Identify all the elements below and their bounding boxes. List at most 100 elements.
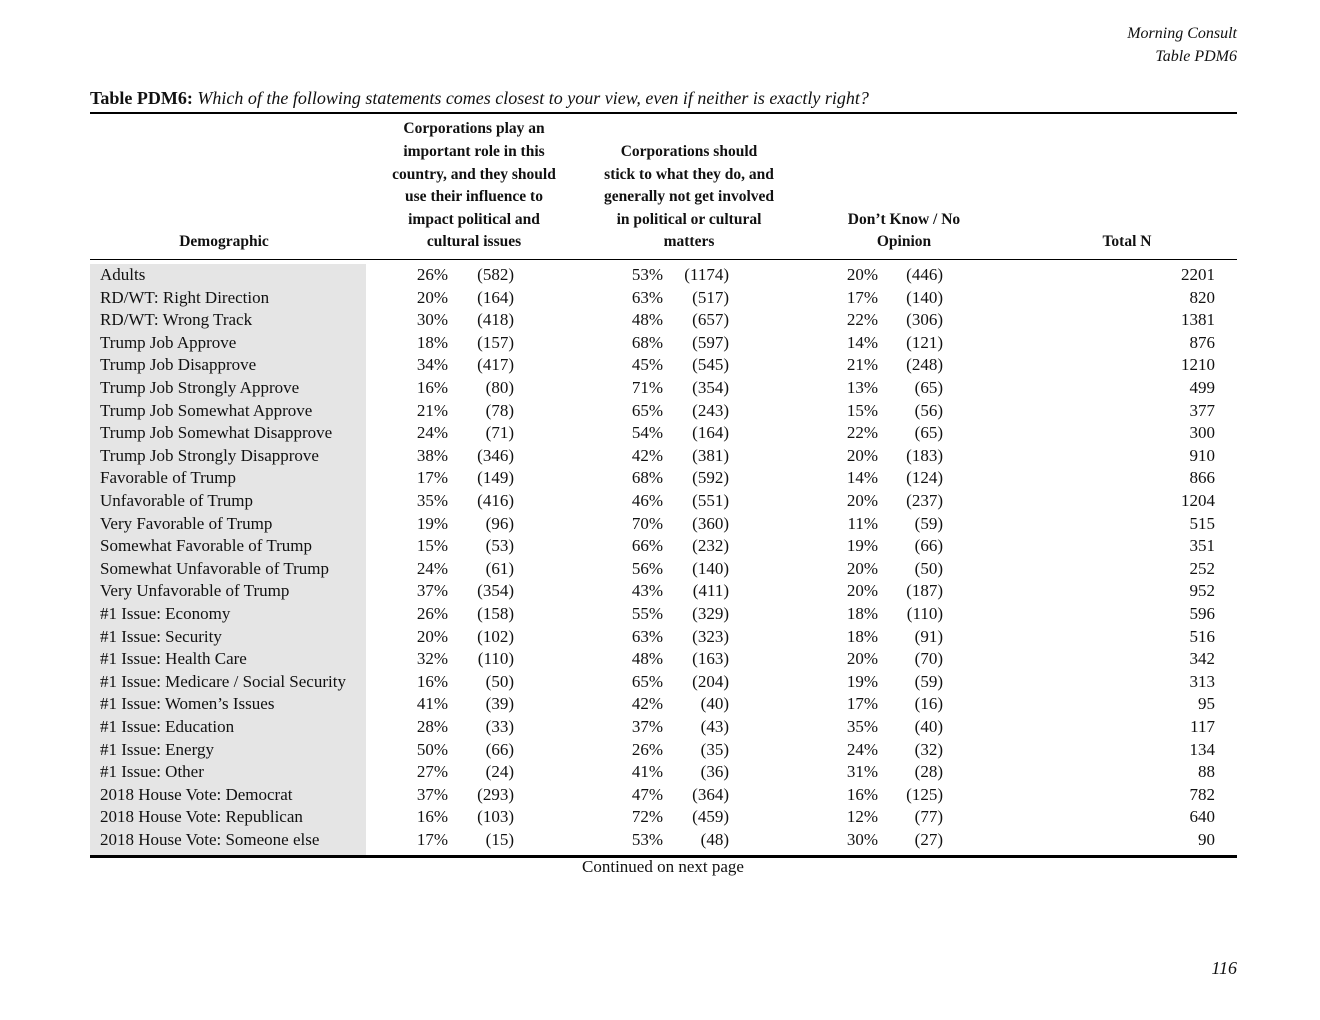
total-n: 952 xyxy=(1189,581,1216,601)
count: (53) xyxy=(485,536,514,556)
count: (418) xyxy=(477,310,514,330)
percent: 37% xyxy=(416,581,448,601)
row-label: 2018 House Vote: Someone else xyxy=(100,830,320,849)
count: (35) xyxy=(700,739,729,759)
count: (517) xyxy=(692,287,729,307)
percent: 18% xyxy=(846,604,878,623)
percent: 17% xyxy=(846,694,878,714)
count: (80) xyxy=(485,378,514,397)
percent: 32% xyxy=(416,649,448,669)
total-n: 515 xyxy=(1189,513,1216,533)
percent: 68% xyxy=(631,468,663,488)
percent: 42% xyxy=(631,445,663,465)
count: (59) xyxy=(914,671,943,691)
percent: 53% xyxy=(631,830,663,849)
percent: 15% xyxy=(846,400,878,420)
count: (66) xyxy=(485,739,514,759)
count: (597) xyxy=(692,332,729,352)
percent: 17% xyxy=(846,287,878,307)
total-n: 820 xyxy=(1189,287,1216,307)
total-n: 876 xyxy=(1189,332,1216,352)
row-label: RD/WT: Right Direction xyxy=(100,287,270,307)
count: (545) xyxy=(692,355,729,375)
percent: 20% xyxy=(846,649,878,669)
count: (360) xyxy=(692,513,729,533)
percent: 38% xyxy=(416,445,448,465)
percent: 34% xyxy=(416,355,448,375)
count: (354) xyxy=(477,581,514,601)
percent: 35% xyxy=(846,717,878,736)
count: (364) xyxy=(692,784,729,804)
total-n: 1204 xyxy=(1181,491,1215,510)
count: (61) xyxy=(485,558,514,578)
header-line: Total N xyxy=(1102,233,1152,251)
count: (43) xyxy=(700,717,729,736)
total-n: 782 xyxy=(1189,784,1216,804)
percent: 21% xyxy=(416,400,448,420)
row-label: Trump Job Approve xyxy=(100,332,237,352)
percent: 70% xyxy=(631,513,663,533)
row-label: RD/WT: Wrong Track xyxy=(100,310,253,330)
total-n: 1381 xyxy=(1181,310,1215,330)
rule xyxy=(90,112,1237,114)
header-line: matters xyxy=(663,233,715,251)
header-line: stick to what they do, and xyxy=(604,165,774,183)
row-label: 2018 House Vote: Democrat xyxy=(100,784,293,804)
total-n: 134 xyxy=(1189,739,1216,759)
percent: 18% xyxy=(416,332,448,352)
percent: 48% xyxy=(631,310,663,330)
percent: 65% xyxy=(631,671,663,691)
percent: 37% xyxy=(416,784,448,804)
count: (70) xyxy=(914,649,943,669)
row-label: Trump Job Strongly Approve xyxy=(100,378,300,397)
row-label: Trump Job Somewhat Approve xyxy=(100,400,313,420)
column-header: Demographic xyxy=(134,231,314,254)
count: (28) xyxy=(914,762,943,782)
row-label: Somewhat Unfavorable of Trump xyxy=(100,558,330,578)
percent: 53% xyxy=(631,265,663,284)
percent: 56% xyxy=(631,558,663,578)
total-n: 95 xyxy=(1198,694,1215,714)
count: (66) xyxy=(914,536,943,556)
count: (50) xyxy=(485,671,514,691)
column-header: Corporations should stick to what they do… xyxy=(594,141,784,254)
count: (411) xyxy=(692,581,729,601)
percent: 11% xyxy=(847,513,878,533)
count: (48) xyxy=(700,830,729,849)
percent: 35% xyxy=(416,491,448,510)
title-label: Table PDM6: xyxy=(90,88,193,108)
percent: 24% xyxy=(846,739,878,759)
percent: 16% xyxy=(846,784,878,804)
percent: 13% xyxy=(846,378,878,397)
percent: 12% xyxy=(846,807,878,827)
percent: 19% xyxy=(416,513,448,533)
percent: 21% xyxy=(846,355,878,375)
count: (27) xyxy=(914,830,943,849)
percent: 54% xyxy=(631,423,663,443)
count: (40) xyxy=(700,694,729,714)
column-header: Corporations play an important role in th… xyxy=(384,118,564,254)
count: (416) xyxy=(477,491,514,510)
percent: 45% xyxy=(631,355,663,375)
count: (91) xyxy=(914,626,943,646)
count: (40) xyxy=(914,717,943,736)
percent: 27% xyxy=(416,762,448,782)
percent: 18% xyxy=(846,626,878,646)
count: (96) xyxy=(485,513,514,533)
percent: 26% xyxy=(631,739,663,759)
percent: 17% xyxy=(416,468,448,488)
count: (121) xyxy=(906,332,943,352)
row-label: Trump Job Disapprove xyxy=(100,355,257,375)
count: (164) xyxy=(477,287,514,307)
count: (16) xyxy=(914,694,943,714)
count: (110) xyxy=(477,649,514,669)
total-n: 90 xyxy=(1198,830,1215,849)
count: (204) xyxy=(692,671,729,691)
count: (149) xyxy=(477,468,514,488)
percent: 20% xyxy=(416,287,448,307)
percent: 72% xyxy=(631,807,663,827)
rule xyxy=(90,855,1237,858)
header-line: Opinion xyxy=(876,233,932,251)
percent: 22% xyxy=(846,310,878,330)
count: (346) xyxy=(477,445,514,465)
